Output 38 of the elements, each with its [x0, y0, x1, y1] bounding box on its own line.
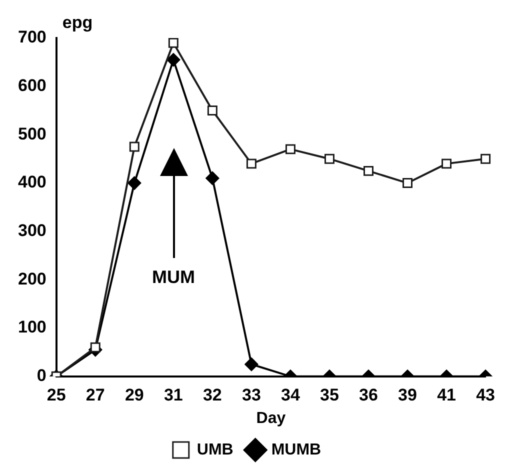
- y-tick-label: 700: [18, 28, 46, 47]
- x-tick-label: 34: [281, 385, 300, 404]
- point: [324, 154, 334, 164]
- y-axis-title: epg: [62, 13, 93, 32]
- x-tick-label: 29: [124, 385, 144, 404]
- point: [285, 144, 296, 154]
- y-tick-label: 600: [18, 76, 46, 96]
- x-tick-label: 39: [398, 385, 417, 404]
- point: [480, 154, 491, 164]
- point: [128, 176, 142, 190]
- x-tick-label: 31: [164, 385, 183, 404]
- y-tick-label: 100: [18, 318, 46, 337]
- y-tick-label: 500: [18, 124, 46, 144]
- point: [364, 166, 374, 176]
- point: [206, 171, 220, 185]
- annotation: MUM: [152, 267, 196, 288]
- point: [166, 53, 180, 67]
- x-tick-label: 33: [242, 385, 261, 404]
- point: [207, 106, 218, 116]
- point: [129, 142, 140, 152]
- x-tick-label: 36: [359, 385, 378, 404]
- y-tick-label: 300: [18, 221, 46, 240]
- y-tick-label: 0: [36, 366, 46, 386]
- x-tick-label: 27: [86, 385, 105, 404]
- x-tick-label: 32: [202, 385, 222, 404]
- point: [168, 38, 178, 48]
- x-axis-title: Day: [256, 410, 286, 427]
- y-tick-label: 200: [18, 269, 46, 288]
- x-tick-label: 43: [476, 385, 496, 404]
- legend-label: UMB: [196, 441, 234, 458]
- point: [442, 158, 452, 169]
- x-tick-label: 25: [46, 385, 66, 404]
- y-tick-label: 400: [18, 172, 46, 192]
- x-tick-label: 41: [437, 385, 456, 404]
- point: [246, 158, 256, 169]
- x-tick-label: 35: [320, 385, 339, 404]
- legend-label: MUMB: [271, 441, 322, 458]
- point: [402, 178, 413, 188]
